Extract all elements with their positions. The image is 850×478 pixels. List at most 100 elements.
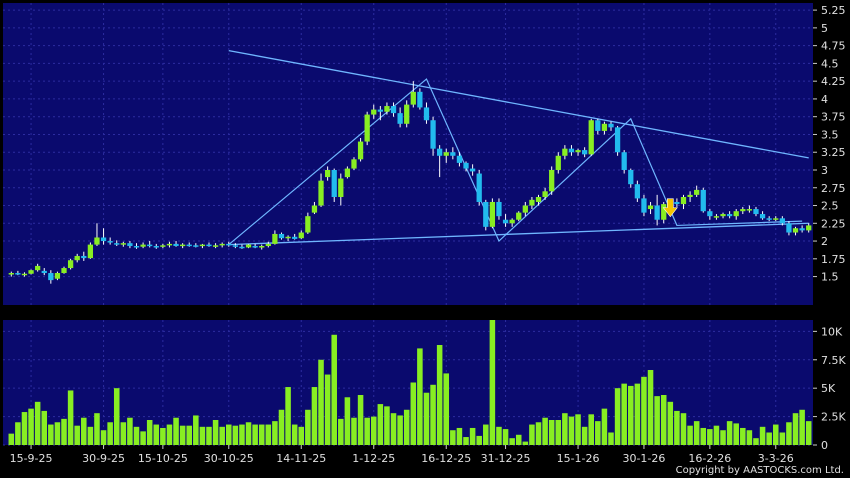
volume-bar: [278, 409, 285, 445]
candle-body: [338, 178, 344, 197]
volume-bar: [186, 425, 192, 445]
volume-bar: [212, 420, 219, 445]
candle-body: [219, 243, 225, 246]
candle-body: [285, 236, 291, 239]
volume-bar: [509, 438, 515, 445]
candle-body: [674, 201, 680, 205]
candle-body: [469, 168, 476, 172]
volume-bar: [588, 414, 594, 445]
candle-body: [87, 244, 94, 259]
candle-body: [305, 216, 311, 233]
signal-marker: [662, 198, 678, 218]
volume-bar: [160, 427, 166, 445]
candle-body: [100, 237, 107, 242]
volume-bar: [146, 420, 153, 445]
volume-bar: [390, 413, 397, 445]
date-tick-label: 3-3-26: [758, 452, 794, 465]
date-tick-label: 30-10-25: [204, 452, 254, 465]
volume-bar: [311, 387, 318, 445]
volume-bar: [113, 388, 120, 445]
volume-bar: [153, 424, 160, 445]
candle-body: [67, 260, 74, 269]
candle-body: [390, 106, 397, 114]
candle-body: [595, 120, 601, 131]
price-tick-label: 4.75: [821, 40, 846, 53]
candle-body: [496, 201, 502, 217]
price-tick-label: 2.25: [821, 217, 846, 230]
price-tick-label: 3.75: [821, 111, 846, 124]
candle-body: [456, 155, 463, 163]
price-tick-label: 5.25: [821, 4, 846, 17]
price-tick-label: 1.5: [821, 271, 839, 284]
volume-bar: [614, 388, 621, 445]
copyright-text: Copyright by AASTOCKS.com Ltd.: [675, 465, 844, 476]
price-tick-label: 2.75: [821, 182, 846, 195]
volume-bar: [15, 422, 21, 445]
candle-body: [206, 244, 212, 247]
volume-bar: [674, 410, 680, 445]
volume-bar: [87, 426, 94, 445]
candle-body: [542, 191, 548, 197]
candle-body: [707, 211, 713, 217]
volume-bar: [305, 409, 311, 445]
date-tick-label: 1-12-25: [352, 452, 395, 465]
volume-bar: [324, 374, 331, 445]
volume-bar: [54, 422, 61, 445]
volume-bar: [133, 426, 140, 445]
volume-bar: [338, 418, 344, 445]
volume-bar: [166, 424, 173, 445]
candle-body: [15, 273, 21, 275]
candle-body: [437, 148, 443, 156]
candle-body: [153, 246, 159, 248]
volume-bar: [707, 429, 713, 445]
candle-body: [371, 109, 377, 115]
volume-bar: [805, 421, 812, 445]
volume-bar: [344, 397, 351, 445]
volume-bar: [357, 395, 364, 445]
candle-body: [265, 243, 271, 247]
candle-body: [687, 194, 693, 197]
candle-body: [549, 169, 555, 192]
volume-bar: [107, 422, 113, 445]
date-tick-label: 15-10-25: [138, 452, 188, 465]
volume-bar: [680, 413, 687, 445]
volume-bar: [48, 424, 54, 445]
volume-bar: [529, 424, 535, 445]
volume-bar: [291, 424, 298, 445]
candle-body: [502, 219, 509, 224]
volume-bar: [34, 401, 41, 445]
volume-bar: [779, 432, 786, 445]
volume-bar: [285, 387, 291, 445]
candle-body: [601, 123, 608, 131]
volume-bar: [370, 416, 377, 445]
volume-bar: [377, 404, 384, 445]
candle-body: [193, 245, 199, 247]
candle-body: [160, 245, 166, 247]
volume-bar: [351, 417, 357, 445]
volume-bar: [469, 427, 476, 445]
candle-body: [28, 270, 34, 274]
volume-bar: [403, 409, 410, 445]
volume-bar: [384, 406, 390, 445]
volume-bar: [456, 427, 463, 445]
volume-tick-label: 10K: [821, 325, 843, 338]
candle-body: [522, 205, 528, 213]
volume-bar: [298, 426, 305, 445]
volume-bar: [746, 430, 753, 445]
volume-bar: [94, 413, 100, 445]
date-tick-label: 16-12-25: [421, 452, 471, 465]
candle-body: [568, 148, 575, 153]
candle-body: [575, 150, 581, 153]
candle-body: [773, 218, 779, 220]
candle-body: [423, 107, 430, 121]
volume-axis: 10K 7.5K 5K 2.5K 0: [813, 325, 846, 452]
volume-bar: [562, 413, 568, 445]
volume-bar: [74, 425, 80, 445]
candle-body: [298, 232, 304, 239]
down-arrow-icon: [662, 198, 678, 218]
price-tick-label: 2.5: [821, 200, 839, 213]
volume-bar: [772, 424, 779, 445]
candle-body: [430, 120, 436, 149]
candle-body: [700, 189, 706, 212]
candle-body: [694, 189, 700, 195]
